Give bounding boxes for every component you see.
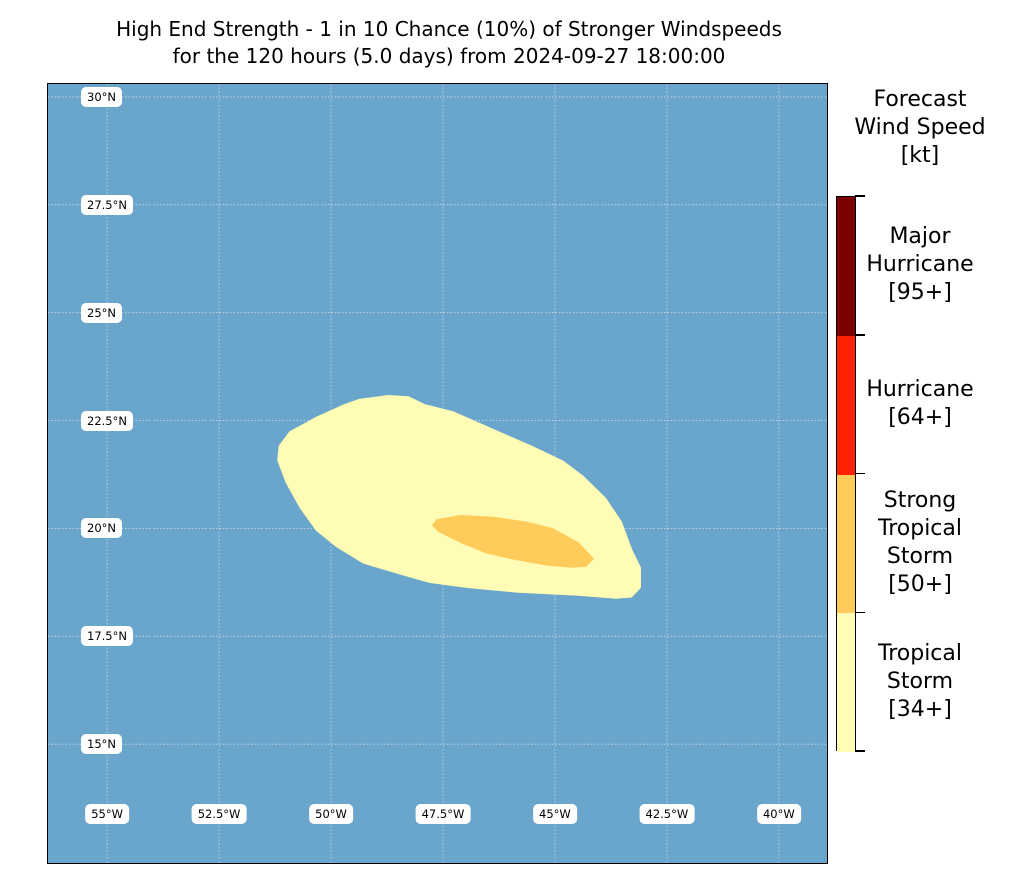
colorbar-label-line: Strong — [883, 487, 957, 513]
colorbar-label-line: [64+] — [888, 405, 952, 431]
colorbar-title-line: [kt] — [900, 143, 940, 168]
colorbar-label-line: Storm — [886, 543, 954, 569]
colorbar-label-line: [50+] — [888, 571, 952, 597]
colorbar-title-line: Wind Speed — [854, 115, 986, 140]
longitude-label: 42.5°W — [639, 804, 695, 824]
title-line-1: High End Strength - 1 in 10 Chance (10%)… — [116, 17, 782, 41]
colorbar-tick — [855, 611, 865, 613]
colorbar-label-line: [95+] — [888, 280, 952, 306]
colorbar-label-line: [34+] — [888, 696, 952, 722]
colorbar-label-tropical-storm: Tropical Storm [34+] — [830, 640, 1010, 724]
colorbar-swatch-major-hurricane — [837, 197, 855, 336]
colorbar-label-line: Hurricane — [866, 377, 974, 403]
longitude-label: 52.5°W — [191, 804, 247, 824]
latitude-label: 20°N — [81, 518, 122, 539]
strong-tropical-storm-zone — [432, 514, 595, 568]
latitude-label: 30°N — [81, 86, 122, 107]
longitude-label: 50°W — [309, 804, 353, 824]
latitude-label: 25°N — [81, 302, 122, 323]
colorbar-label-line: Tropical — [878, 515, 962, 541]
colorbar-title-line: Forecast — [873, 87, 967, 112]
latitude-label: 22.5°N — [81, 410, 133, 431]
latitude-label: 15°N — [81, 734, 122, 755]
colorbar-swatch-hurricane — [837, 335, 855, 475]
colorbar-label-strong-tropical-storm: Strong Tropical Storm [50+] — [830, 487, 1010, 599]
colorbar — [836, 196, 856, 752]
colorbar-tick — [855, 334, 865, 336]
colorbar-title: Forecast Wind Speed [kt] — [830, 86, 1010, 170]
chart-title: High End Strength - 1 in 10 Chance (10%)… — [0, 16, 898, 70]
colorbar-tick — [855, 750, 865, 752]
longitude-label: 55°W — [85, 804, 129, 824]
colorbar-label-major-hurricane: Major Hurricane [95+] — [830, 223, 1010, 307]
colorbar-label-line: Major — [889, 224, 951, 250]
map-canvas — [48, 84, 827, 863]
colorbar-label-line: Storm — [886, 668, 954, 694]
colorbar-label-line: Tropical — [878, 640, 962, 666]
longitude-label: 47.5°W — [415, 804, 471, 824]
latitude-label: 17.5°N — [81, 626, 133, 647]
wind-zones — [277, 394, 641, 599]
colorbar-label-hurricane: Hurricane [64+] — [830, 376, 1010, 432]
title-line-2: for the 120 hours (5.0 days) from 2024-0… — [172, 44, 726, 68]
longitude-label: 40°W — [756, 804, 801, 824]
colorbar-label-line: Hurricane — [866, 252, 974, 278]
colorbar-tick — [855, 195, 865, 197]
colorbar-swatch-tropical-storm — [837, 613, 855, 752]
map-panel[interactable]: 30°N 27.5°N 25°N 22.5°N 20°N 17.5°N 15°N 55°W 5… — [47, 83, 828, 864]
colorbar-tick — [855, 472, 865, 475]
colorbar-swatch-strong-tropical-storm — [837, 474, 855, 614]
latitude-label: 27.5°N — [81, 194, 133, 215]
longitude-label: 45°W — [533, 804, 577, 824]
